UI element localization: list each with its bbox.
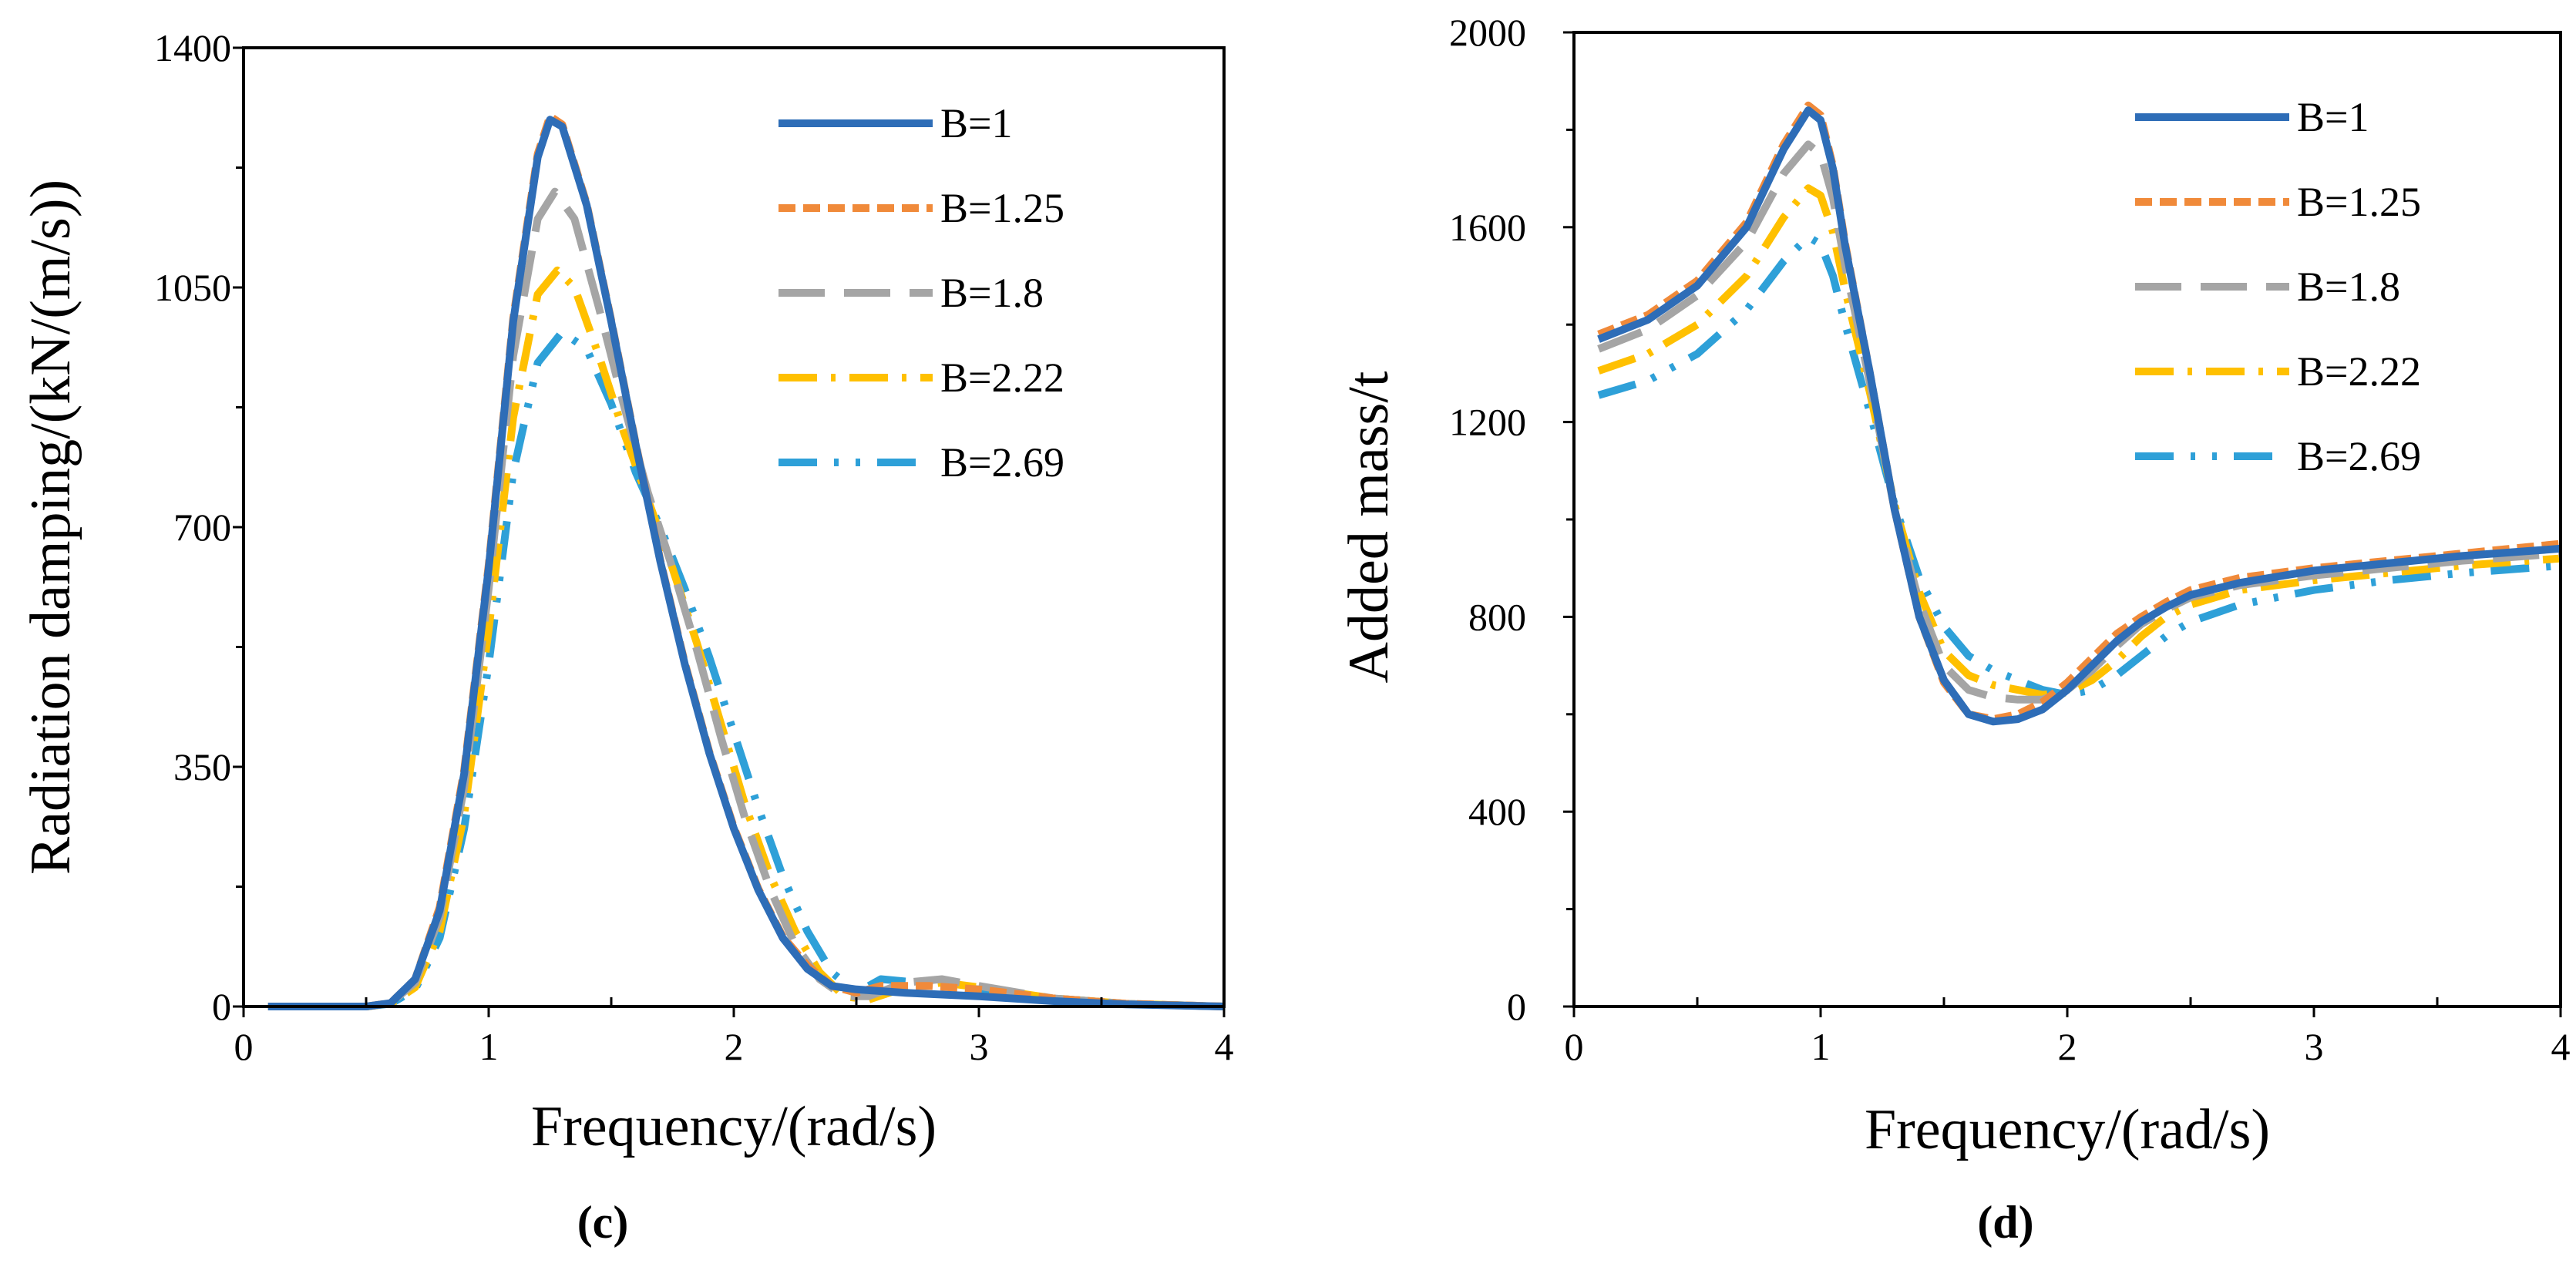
chart-d-x-tick-label: 4 xyxy=(2551,1025,2571,1068)
chart-c-series-b-2-69 xyxy=(267,328,1225,1010)
chart-d-tick-layer: 0 1 2 3 4 0 400 800 1200 1600 2000 xyxy=(1449,11,2571,1068)
chart-d-legend-label-b-1-25: B=1.25 xyxy=(2297,179,2421,225)
chart-d-x-tick-label: 3 xyxy=(2305,1025,2324,1068)
chart-d-x-axis-title: Frequency/(rad/s) xyxy=(1865,1098,2270,1161)
chart-d-legend-label-b-2-22: B=2.22 xyxy=(2297,348,2421,395)
chart-c-x-tick-label: 4 xyxy=(1215,1025,1234,1068)
chart-c-series-b-2-22 xyxy=(267,266,1225,1010)
chart-c-legend-label-b-1-8: B=1.8 xyxy=(940,270,1044,316)
chart-c-x-axis-title: Frequency/(rad/s) xyxy=(531,1095,937,1158)
chart-d-x-tick-label: 0 xyxy=(1565,1025,1584,1068)
chart-d-y-tick-label: 400 xyxy=(1468,790,1526,833)
chart-c-y-tick-label: 1400 xyxy=(154,26,231,69)
chart-d-legend-label-b-2-69: B=2.69 xyxy=(2297,433,2421,479)
chart-d-series-b-1-8 xyxy=(1597,140,2561,704)
chart-d-y-tick-label: 1200 xyxy=(1449,401,1526,444)
chart-c-panel-label: (c) xyxy=(577,1197,629,1248)
chart-d-x-tick-label: 2 xyxy=(2058,1025,2077,1068)
chart-d-legend-label-b-1-8: B=1.8 xyxy=(2297,264,2400,310)
chart-c-plot-frame xyxy=(242,46,1226,1008)
chart-d-y-tick-label: 0 xyxy=(1507,985,1526,1028)
chart-d-x-tick-label: 1 xyxy=(1811,1025,1831,1068)
chart-c-y-tick-label: 700 xyxy=(173,506,231,549)
chart-c-y-axis-title: Radiation damping/(kN/(m/s)) xyxy=(19,180,82,875)
chart-c-x-tick-label: 1 xyxy=(479,1025,499,1068)
chart-c-legend-label-b-1: B=1 xyxy=(940,100,1012,146)
added-mass-chart: 0 1 2 3 4 0 400 800 1200 1600 2000 Frequency/(rad/… xyxy=(1337,11,2571,1248)
chart-d-series-b-2-22 xyxy=(1597,184,2561,699)
chart-d-y-tick-label: 2000 xyxy=(1449,11,1526,54)
chart-c-legend-label-b-1-25: B=1.25 xyxy=(940,185,1064,231)
chart-d-legend: B=1 B=1.25 B=1.8 B=2.22 B=2.69 xyxy=(2135,94,2421,479)
chart-c-legend-label-b-2-22: B=2.22 xyxy=(940,355,1064,401)
chart-c-legend-label-b-2-69: B=2.69 xyxy=(940,439,1064,486)
chart-c-y-tick-label: 0 xyxy=(212,985,231,1028)
chart-d-y-tick-label: 1600 xyxy=(1449,206,1526,249)
chart-c-y-tick-label: 1050 xyxy=(154,266,231,309)
chart-d-y-axis-title: Added mass/t xyxy=(1337,371,1401,683)
chart-c-series-b-1-25 xyxy=(267,112,1225,1010)
chart-c-x-tick-label: 0 xyxy=(234,1025,254,1068)
chart-d-legend-label-b-1: B=1 xyxy=(2297,94,2369,140)
chart-d-series-b-1 xyxy=(1597,106,2561,726)
chart-c-tick-layer: 0 1 2 3 4 0 350 700 1050 1400 xyxy=(154,26,1234,1068)
chart-d-y-tick-label: 800 xyxy=(1468,595,1526,638)
chart-c-x-tick-label: 3 xyxy=(970,1025,989,1068)
radiation-damping-chart: 0 1 2 3 4 0 350 700 1050 1400 Frequency/(rad/s) R… xyxy=(19,26,1234,1248)
chart-c-legend: B=1 B=1.25 B=1.8 B=2.22 B=2.69 xyxy=(779,100,1064,486)
chart-d-series-b-2-69 xyxy=(1597,233,2561,699)
chart-c-series-b-1 xyxy=(267,116,1225,1010)
chart-d-panel-label: (d) xyxy=(1977,1197,2033,1248)
chart-c-series-b-1-8 xyxy=(267,187,1225,1010)
chart-c-series-layer xyxy=(267,112,1225,1010)
chart-c-x-tick-label: 2 xyxy=(725,1025,744,1068)
chart-c-y-tick-label: 350 xyxy=(173,745,231,788)
chart-d-series-layer xyxy=(1597,101,2561,726)
